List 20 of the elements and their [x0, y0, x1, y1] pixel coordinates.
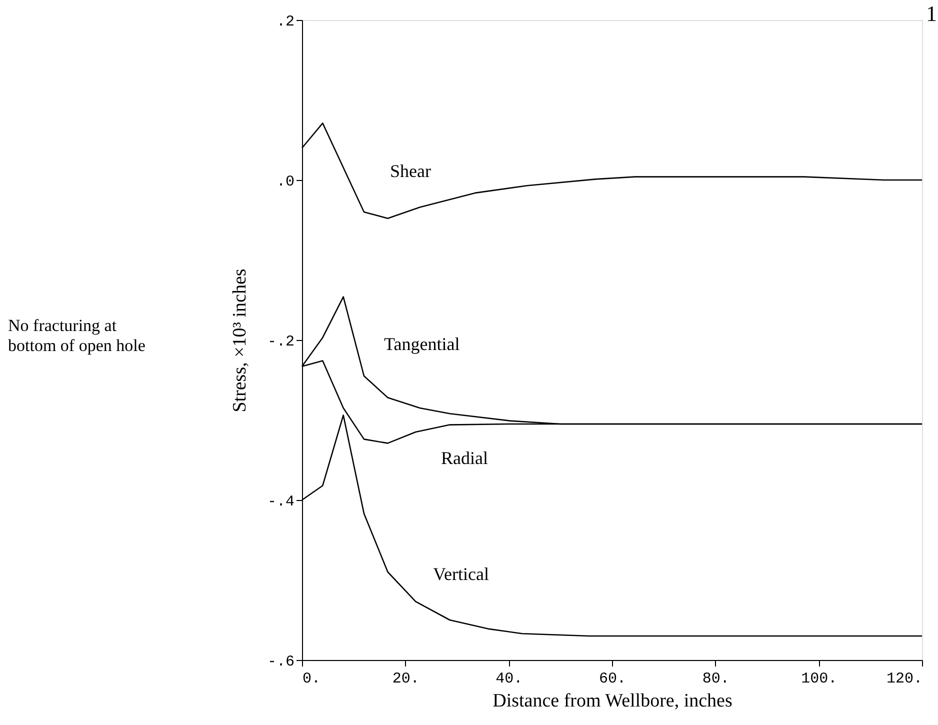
y-tick-label: .2 — [276, 14, 294, 30]
x-tick-label: 120. — [886, 670, 922, 688]
text: No fracturing at bottom of open hole — [8, 316, 146, 355]
series-label: Tangential — [384, 334, 460, 354]
text: 1 — [926, 1, 937, 26]
x-tick-label: 60. — [598, 670, 626, 688]
x-tick-label: 0. — [302, 670, 321, 688]
y-tick-label: -.2 — [267, 334, 294, 350]
x-axis-title: Distance from Wellbore, inches — [492, 690, 732, 712]
y-tick-label: .0 — [276, 174, 294, 190]
series-label: Vertical — [433, 564, 489, 584]
y-tick-label: -.6 — [267, 654, 294, 670]
y-tick-label: -.4 — [267, 494, 294, 510]
x-tick-label: 100. — [801, 670, 838, 688]
y-axis-title: Stress, ×10³ inches — [229, 268, 250, 412]
series-label: Shear — [390, 161, 431, 181]
series-label: Radial — [441, 448, 488, 468]
x-tick-label: 20. — [392, 670, 420, 688]
x-tick-label: 40. — [496, 670, 523, 688]
x-tick-label: 80. — [702, 670, 730, 688]
